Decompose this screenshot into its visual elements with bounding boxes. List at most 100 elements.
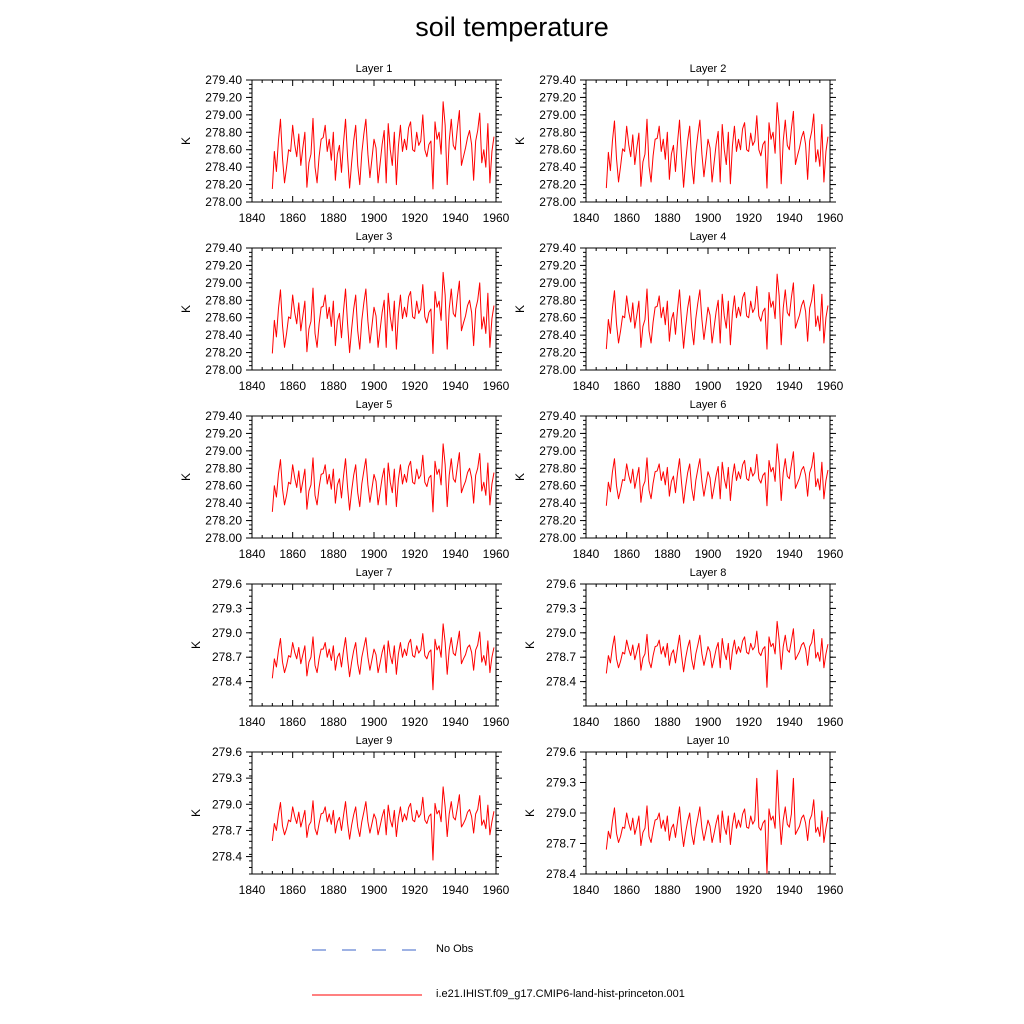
x-tick-label: 1880 <box>320 211 347 225</box>
series-line <box>271 623 495 691</box>
x-tick-label: 1880 <box>320 547 347 561</box>
y-axis-label: K <box>189 809 203 817</box>
panel-4: 1840 1860 1880 1900 1920 1940 1960 278.00 278.20… <box>513 231 844 393</box>
x-tick-label: 1940 <box>776 211 803 225</box>
y-tick-label: 278.20 <box>205 514 242 528</box>
x-tick-label: 1940 <box>776 547 803 561</box>
panel-6: 1840 1860 1880 1900 1920 1940 1960 278.00 278.20… <box>513 399 844 561</box>
panel-8: 1840 1860 1880 1900 1920 1940 1960 278.4 278.7 27… <box>523 567 844 729</box>
panel-1: 1840 1860 1880 1900 1920 1940 1960 278.00 278.20… <box>179 63 510 225</box>
x-tick-label: 1920 <box>401 379 428 393</box>
panel-title: Layer 7 <box>356 567 393 579</box>
series-line <box>271 443 495 513</box>
x-tick-label: 1900 <box>695 379 722 393</box>
x-tick-label: 1840 <box>573 715 600 729</box>
y-tick-label: 279.40 <box>205 409 242 423</box>
x-tick-label: 1960 <box>817 547 844 561</box>
y-tick-label: 279.00 <box>539 276 576 290</box>
x-tick-label: 1960 <box>483 379 510 393</box>
plot-frame <box>585 751 831 875</box>
x-tick-label: 1940 <box>776 379 803 393</box>
y-tick-label: 278.00 <box>539 363 576 377</box>
y-tick-label: 278.60 <box>205 143 242 157</box>
y-tick-label: 278.20 <box>539 514 576 528</box>
y-tick-label: 278.60 <box>539 479 576 493</box>
y-axis-label: K <box>513 137 527 145</box>
y-tick-label: 279.40 <box>205 241 242 255</box>
panel-title: Layer 10 <box>687 735 730 747</box>
x-tick-label: 1860 <box>279 715 306 729</box>
y-tick-label: 279.00 <box>205 444 242 458</box>
panel-5: 1840 1860 1880 1900 1920 1940 1960 278.00 278.20… <box>179 399 510 561</box>
y-tick-label: 278.80 <box>205 461 242 475</box>
y-tick-label: 279.20 <box>205 90 242 104</box>
y-tick-label: 279.0 <box>546 626 576 640</box>
y-tick-label: 278.00 <box>205 531 242 545</box>
x-tick-label: 1940 <box>442 715 469 729</box>
x-tick-label: 1940 <box>776 883 803 897</box>
x-tick-label: 1920 <box>735 211 762 225</box>
y-tick-label: 278.80 <box>205 293 242 307</box>
y-tick-label: 279.0 <box>212 797 242 811</box>
x-tick-label: 1880 <box>654 211 681 225</box>
y-tick-label: 278.60 <box>539 143 576 157</box>
panel-title: Layer 6 <box>690 399 727 411</box>
legend-obs-label: No Obs <box>436 943 474 955</box>
series-line <box>605 620 829 688</box>
y-tick-label: 278.00 <box>539 531 576 545</box>
x-tick-label: 1960 <box>483 211 510 225</box>
legend-obs: No Obs <box>310 940 610 960</box>
plot-frame <box>585 583 831 707</box>
x-tick-label: 1840 <box>573 883 600 897</box>
x-tick-label: 1920 <box>401 715 428 729</box>
y-tick-label: 279.3 <box>212 771 242 785</box>
x-tick-label: 1960 <box>817 715 844 729</box>
x-tick-label: 1940 <box>442 379 469 393</box>
x-tick-label: 1900 <box>695 547 722 561</box>
y-tick-label: 278.4 <box>212 850 242 864</box>
y-tick-label: 278.20 <box>205 178 242 192</box>
y-tick-label: 279.00 <box>205 108 242 122</box>
y-tick-label: 279.3 <box>546 601 576 615</box>
x-tick-label: 1900 <box>361 715 388 729</box>
x-tick-label: 1860 <box>279 547 306 561</box>
y-tick-label: 278.00 <box>539 195 576 209</box>
legend-model-line <box>312 994 422 996</box>
x-tick-label: 1840 <box>239 211 266 225</box>
x-tick-label: 1860 <box>613 883 640 897</box>
y-tick-label: 279.3 <box>546 776 576 790</box>
y-tick-label: 279.40 <box>539 73 576 87</box>
x-tick-label: 1960 <box>483 883 510 897</box>
x-tick-label: 1900 <box>361 211 388 225</box>
y-tick-label: 279.00 <box>539 444 576 458</box>
x-tick-label: 1880 <box>654 715 681 729</box>
panel-title: Layer 3 <box>356 231 393 243</box>
x-tick-label: 1920 <box>401 547 428 561</box>
y-tick-label: 278.4 <box>546 675 576 689</box>
series-line <box>271 271 495 354</box>
x-tick-label: 1880 <box>320 379 347 393</box>
x-tick-label: 1840 <box>573 547 600 561</box>
x-tick-label: 1960 <box>817 379 844 393</box>
panel-title: Layer 5 <box>356 399 393 411</box>
y-tick-label: 279.40 <box>539 241 576 255</box>
x-tick-label: 1880 <box>654 379 681 393</box>
legend-model: i.e21.IHIST.f09_g17.CMIP6-land-hist-prin… <box>310 985 730 1005</box>
x-tick-label: 1900 <box>695 715 722 729</box>
y-tick-label: 278.20 <box>539 346 576 360</box>
x-tick-label: 1920 <box>401 211 428 225</box>
plot-frame <box>251 583 497 707</box>
plot-frame <box>585 415 831 539</box>
y-tick-label: 278.40 <box>539 496 576 510</box>
series-line <box>605 273 829 350</box>
y-tick-label: 279.0 <box>546 806 576 820</box>
y-axis-label: K <box>513 305 527 313</box>
series-line <box>271 101 495 190</box>
x-tick-label: 1860 <box>613 379 640 393</box>
y-tick-label: 278.60 <box>539 311 576 325</box>
x-tick-label: 1880 <box>654 883 681 897</box>
x-tick-label: 1960 <box>817 883 844 897</box>
x-tick-label: 1960 <box>817 211 844 225</box>
x-tick-label: 1900 <box>361 547 388 561</box>
